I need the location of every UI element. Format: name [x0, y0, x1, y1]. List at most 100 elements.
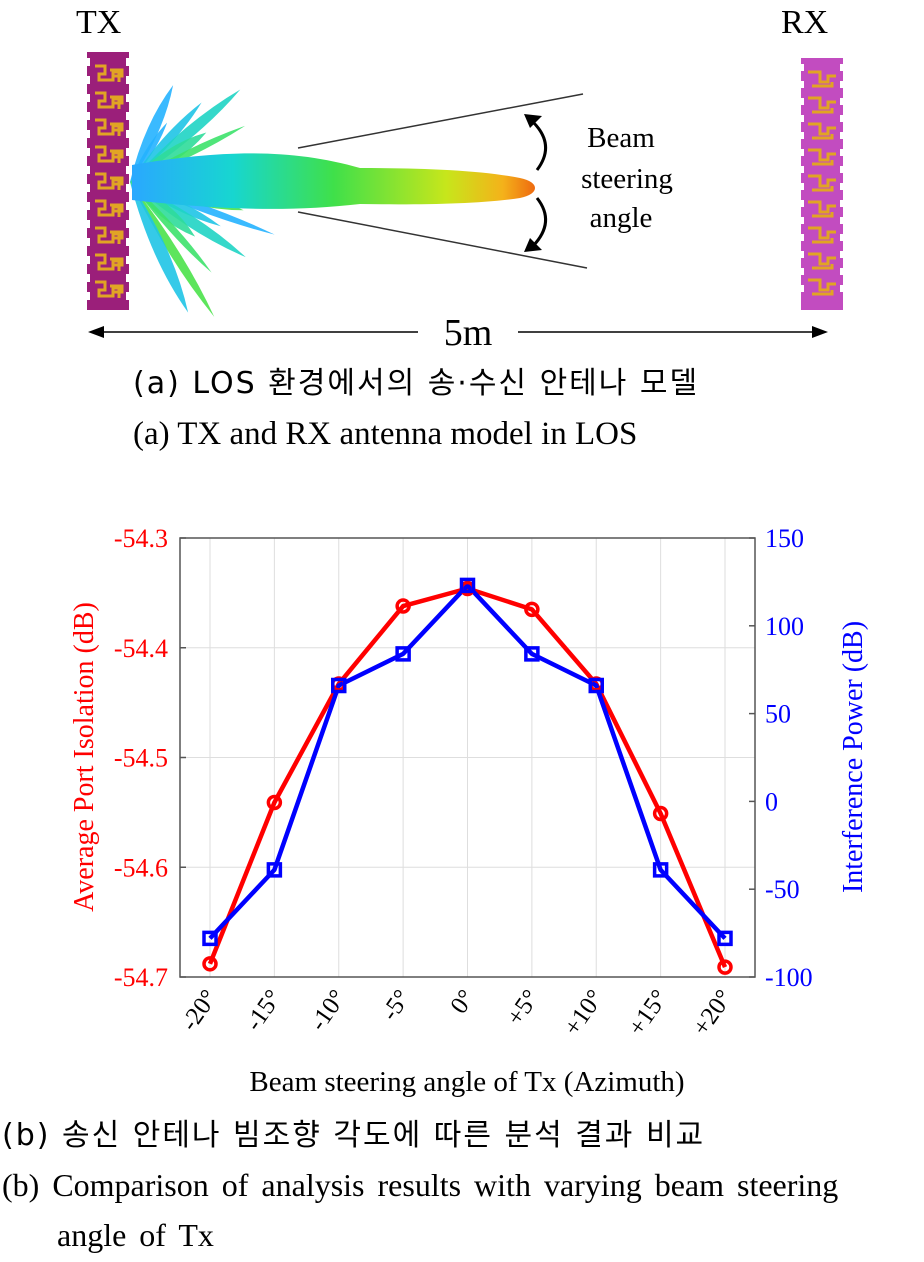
board-notch [840, 285, 846, 292]
antenna-trace [95, 199, 121, 217]
antenna-trace [110, 203, 124, 213]
data-point-interference [588, 677, 604, 694]
antenna-trace [95, 91, 121, 109]
board-notch [84, 58, 90, 66]
data-point-isolation [266, 794, 283, 811]
data-point-interference [524, 646, 540, 662]
antenna-trace [808, 148, 836, 162]
board-notch [798, 251, 804, 258]
caption-a-korean: (a) LOS 환경에서의 송·수신 안테나 모델 [133, 366, 700, 401]
x-tick-label: -10° [305, 985, 352, 1036]
antenna-trace [95, 226, 121, 244]
antenna-trace [812, 212, 834, 218]
x-tick-label: -20° [176, 985, 223, 1036]
board-notch [84, 292, 90, 300]
tx-antenna-board [84, 52, 132, 310]
caption-b-korean: (b) 송신 안테나 빔조향 각도에 따른 분석 결과 비교 [2, 1118, 706, 1153]
caption-b-english-line-1: (b) Comparison of analysis results with … [2, 1167, 839, 1203]
antenna-trace [95, 118, 121, 136]
board-notch [840, 98, 846, 105]
board-notch [840, 217, 846, 224]
antenna-trace [808, 122, 836, 136]
board-notch [840, 268, 846, 275]
antenna-trace [812, 108, 834, 114]
board-notch [84, 166, 90, 174]
series-line-interference [208, 583, 727, 940]
board-notch [798, 183, 804, 190]
board-notch [840, 200, 846, 207]
board-notch [798, 217, 804, 224]
board-notch [840, 166, 846, 173]
antenna-trace [808, 96, 836, 110]
board-notch [840, 81, 846, 88]
board-notch [798, 166, 804, 173]
caption-b-english-line-2: angle of Tx [57, 1217, 214, 1253]
antenna-diagram: TX RX Beam steering angle 5m [76, 4, 846, 354]
data-point-interference [331, 677, 347, 694]
antenna-trace [110, 149, 124, 159]
board-notch [84, 256, 90, 264]
main-beam-lobe [132, 153, 535, 209]
isolation-interference-chart: -54.3 -54.4 -54.5 -54.6 -54.7 150 100 50 0 -50 -1… [69, 524, 869, 1098]
data-point-interference [395, 646, 411, 662]
y-left-tick-label: -54.5 [114, 744, 168, 773]
y-left-label: Average Port Isolation (dB) [69, 602, 100, 912]
board-notch [84, 148, 90, 156]
caption-a-english: (a) TX and RX antenna model in LOS [133, 416, 638, 452]
antenna-trace [110, 176, 124, 186]
board-notch [126, 292, 132, 300]
board-notch [126, 112, 132, 120]
x-tick-label: +15° [623, 985, 673, 1041]
board-notch [84, 130, 90, 138]
board-notch [126, 238, 132, 246]
antenna-trace [812, 82, 834, 88]
antenna-trace [812, 264, 834, 270]
beam-label-line-3: angle [590, 202, 653, 234]
board-notch [798, 132, 804, 139]
steering-line-lower [297, 211, 588, 269]
antenna-trace [110, 122, 124, 132]
distance-arrow [88, 326, 828, 338]
board-notch [84, 112, 90, 120]
antenna-trace [808, 70, 836, 84]
board-notch [798, 234, 804, 241]
y-right-tick-label: -50 [765, 875, 800, 904]
antenna-trace [110, 284, 124, 294]
x-tick-label: -15° [240, 985, 287, 1036]
antenna-trace [95, 172, 121, 190]
y-right-tick-label: 100 [765, 612, 804, 641]
board-notch [798, 200, 804, 207]
board-notch [798, 268, 804, 275]
y-left-tick-label: -54.6 [114, 853, 168, 882]
steering-line-upper [297, 93, 584, 149]
beam-label-line-2: steering [581, 163, 673, 195]
board-notch [126, 274, 132, 282]
board-notch [798, 115, 804, 122]
board-notch [840, 251, 846, 258]
board-notch [798, 149, 804, 156]
antenna-trace [808, 226, 836, 240]
board-notch [84, 274, 90, 282]
side-lobe [130, 85, 174, 182]
x-axis-label: Beam steering angle of Tx (Azimuth) [249, 1066, 684, 1098]
antenna-trace [808, 252, 836, 266]
board-notch [84, 184, 90, 192]
x-tick-label: -5° [376, 985, 416, 1026]
board-notch [840, 132, 846, 139]
y-left-tick-label: -54.3 [114, 524, 168, 553]
antenna-trace [808, 200, 836, 214]
antenna-trace [808, 278, 836, 292]
board-notch [84, 76, 90, 84]
board-notch [126, 130, 132, 138]
data-point-interference [266, 862, 283, 878]
y-left-tick-label: -54.4 [114, 634, 168, 663]
board-notch [798, 285, 804, 292]
side-lobe [130, 102, 202, 182]
beam-label-line-1: Beam [587, 122, 655, 154]
rx-label: RX [781, 4, 828, 41]
antenna-trace [808, 174, 836, 188]
board-notch [126, 148, 132, 156]
board-notch [126, 76, 132, 84]
side-lobe [130, 182, 215, 317]
x-tick-label: +20° [688, 985, 738, 1041]
